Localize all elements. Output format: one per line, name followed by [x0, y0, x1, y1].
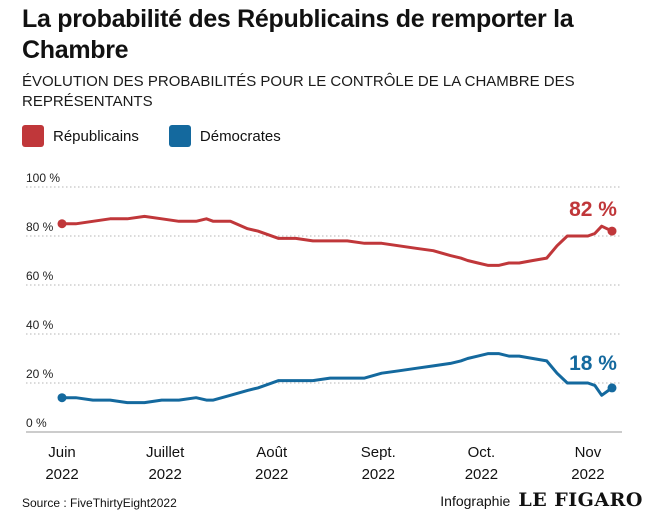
le-figaro-logo: LE FIGARO — [518, 489, 643, 511]
x-tick-label: 2022 — [45, 466, 78, 483]
y-tick-label: 0 % — [26, 416, 47, 430]
y-tick-label: 100 % — [26, 171, 60, 185]
x-tick-label: 2022 — [148, 466, 181, 483]
series-end-point-republicains — [607, 226, 617, 236]
x-tick-label: Sept. — [361, 444, 396, 461]
y-tick-label: 80 % — [26, 220, 54, 234]
x-tick-label: Oct. — [468, 444, 496, 461]
x-tick-label: 2022 — [255, 466, 288, 483]
legend-item-republicains: Républicains — [22, 125, 139, 147]
x-tick-label: 2022 — [465, 466, 498, 483]
y-tick-label: 40 % — [26, 318, 54, 332]
series-start-point-democrates — [57, 393, 67, 403]
series-line-democrates — [60, 352, 614, 405]
legend-swatch-democrates — [168, 125, 191, 147]
series-end-label-republicains: 82 % — [569, 198, 617, 221]
series-start-point-republicains — [57, 219, 67, 229]
credit-label: Infographie — [440, 493, 511, 509]
x-tick-label: Août — [256, 444, 288, 461]
legend: Républicains Démocrates — [22, 124, 311, 148]
series-end-point-democrates — [607, 383, 617, 393]
legend-swatch-republicains — [22, 125, 44, 147]
source-note: Source : FiveThirtyEight2022 — [22, 496, 177, 510]
x-tick-label: Juin — [48, 444, 76, 461]
y-tick-label: 20 % — [26, 367, 54, 381]
y-tick-label: 60 % — [26, 269, 54, 283]
chart-title: La probabilité des Républicains de rempo… — [22, 5, 574, 64]
legend-label-democrates: Démocrates — [199, 127, 281, 145]
x-tick-label: 2022 — [571, 466, 604, 483]
x-tick-label: Juillet — [146, 444, 185, 461]
legend-label-republicains: Républicains — [53, 127, 139, 145]
credit: Infographie LE FIGARO — [440, 489, 643, 511]
legend-item-democrates: Démocrates — [168, 125, 281, 147]
series-end-label-democrates: 18 % — [569, 352, 617, 375]
x-tick-label: 2022 — [362, 466, 395, 483]
x-tick-label: Nov — [575, 444, 602, 461]
chart-subtitle: ÉVOLUTION DES PROBABILITÉS POUR LE CONTR… — [22, 73, 575, 110]
series-line-republicains — [60, 214, 614, 267]
